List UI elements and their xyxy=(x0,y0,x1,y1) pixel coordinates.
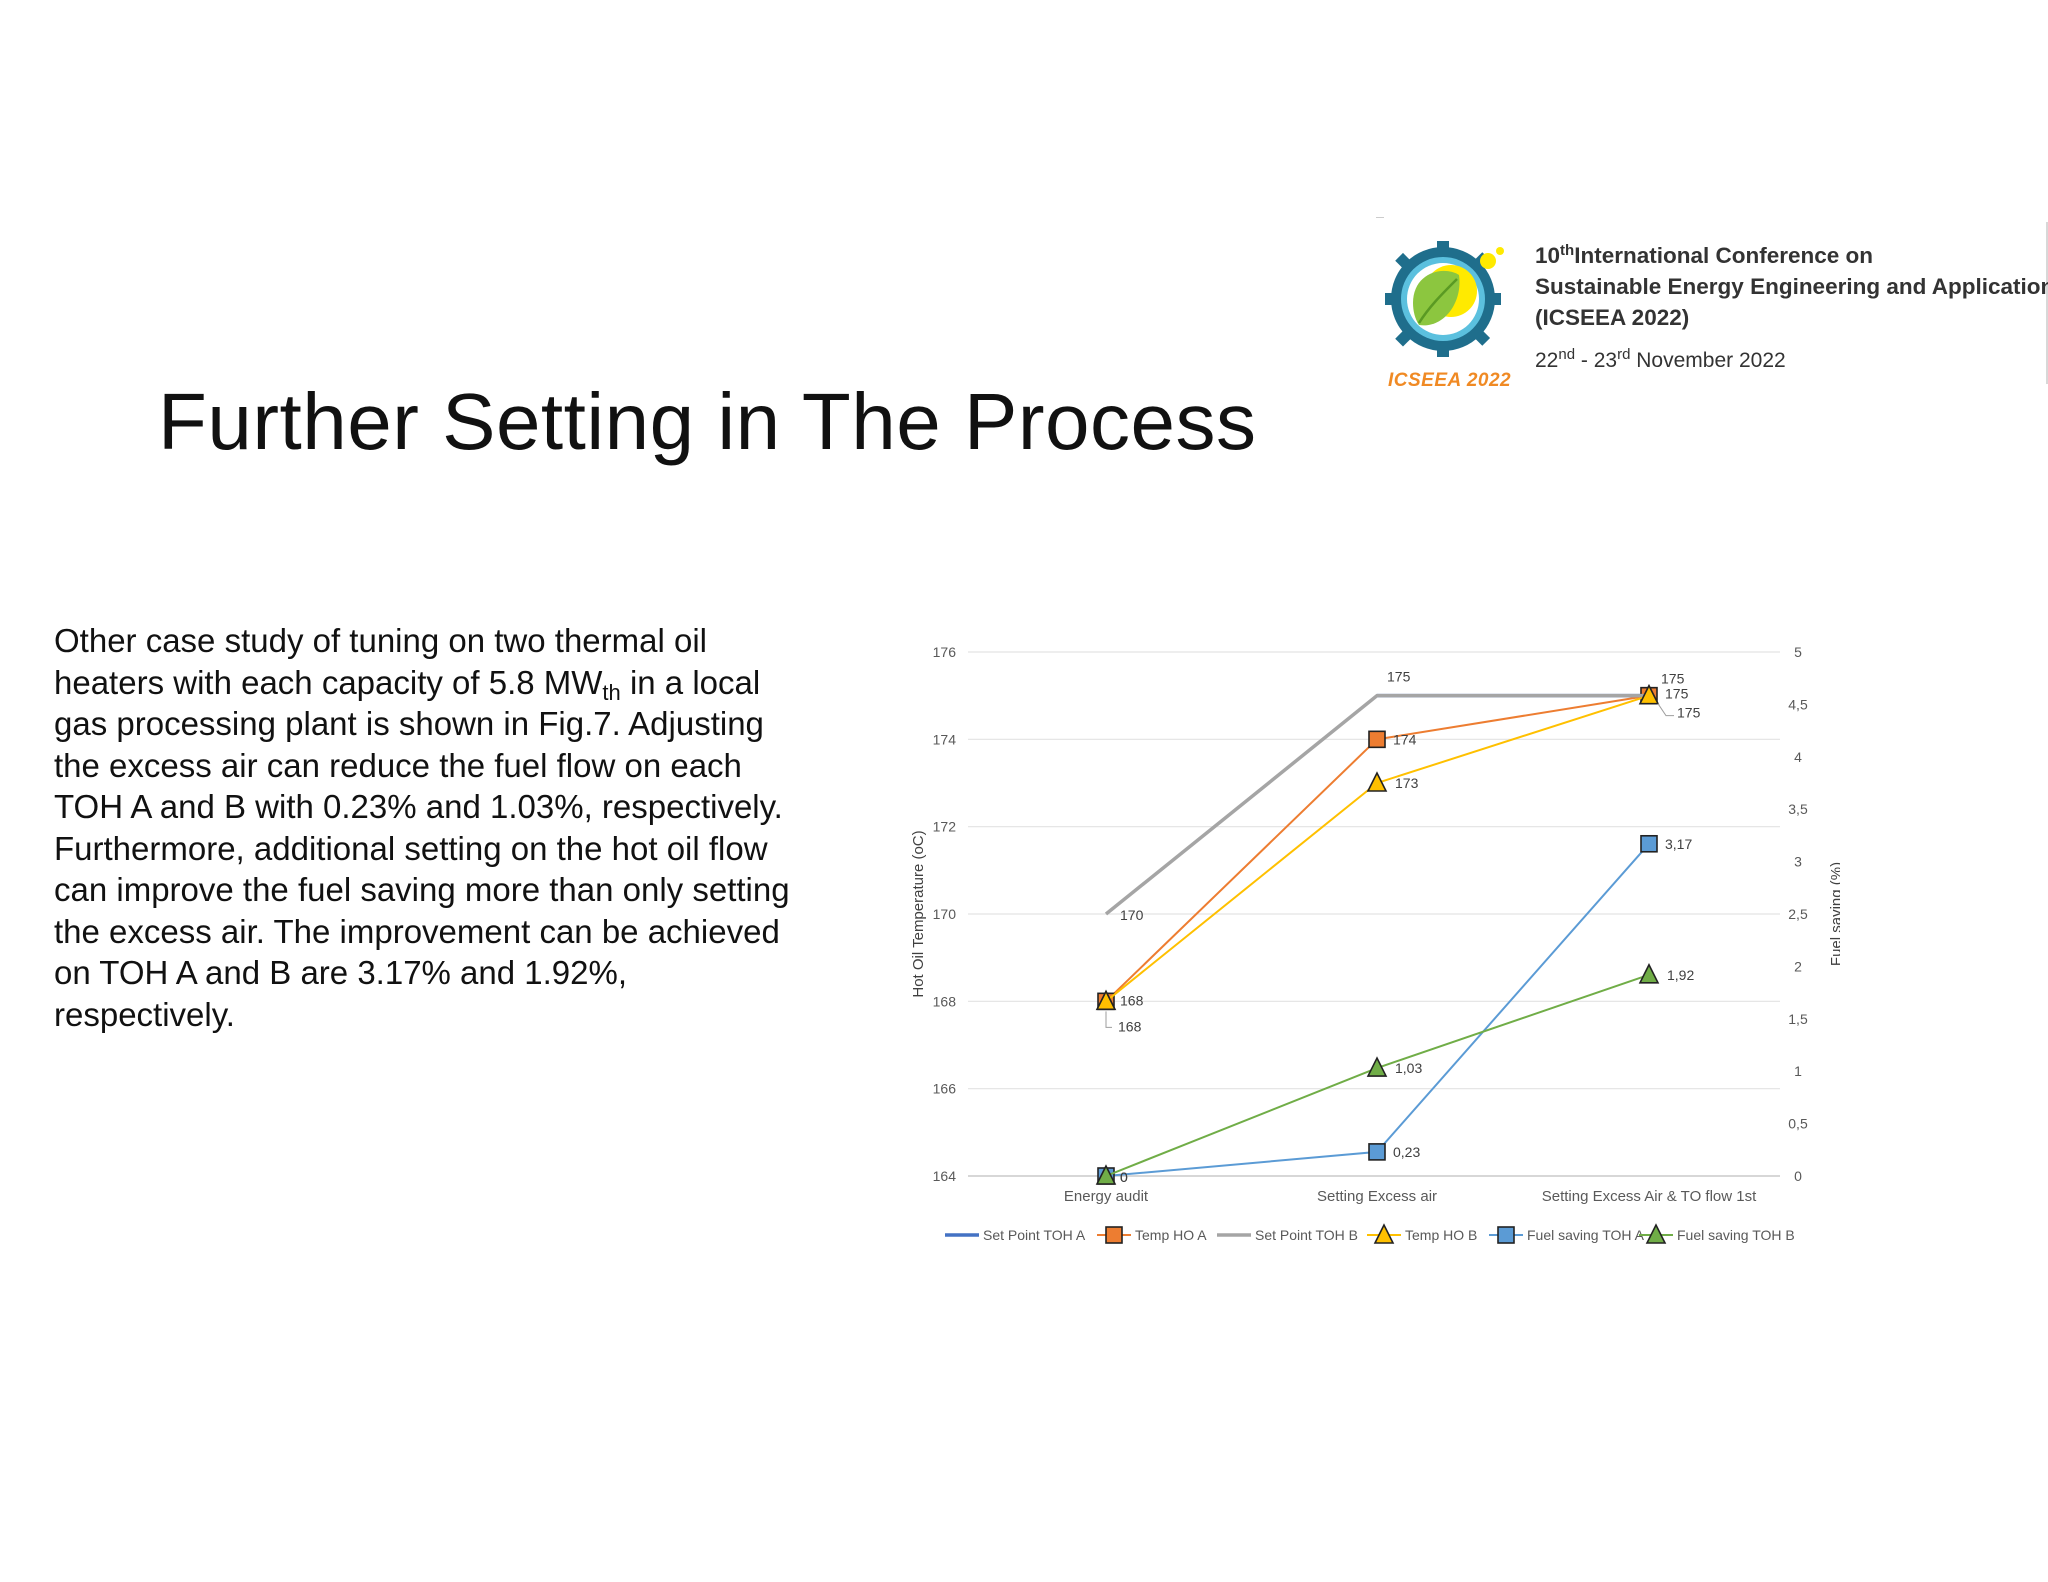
series-line xyxy=(1104,693,1649,916)
data-label: 168 xyxy=(1118,1018,1142,1034)
y-tick-label: 170 xyxy=(933,906,957,922)
data-label: 1,92 xyxy=(1667,967,1694,983)
data-label: 0,23 xyxy=(1393,1144,1420,1160)
conference-line-2: Sustainable Energy Engineering and Appli… xyxy=(1535,274,2048,299)
y2-tick-label: 1 xyxy=(1794,1063,1802,1079)
body-text-2: in a local gas processing plant is shown… xyxy=(54,663,790,1033)
conference-ordinal: 10 xyxy=(1535,243,1561,268)
data-label: 170 xyxy=(1120,907,1144,923)
conference-line-1: 10thInternational Conference on xyxy=(1535,240,2048,271)
data-label: 175 xyxy=(1665,686,1689,702)
data-label: 175 xyxy=(1661,671,1685,687)
date-suffix-2: rd xyxy=(1617,346,1631,363)
data-point xyxy=(1638,962,1660,984)
data-point xyxy=(1638,683,1660,705)
leaf-sun-icon xyxy=(1413,265,1477,326)
data-label: 0 xyxy=(1120,1169,1128,1185)
conference-dates: 22nd - 23rd November 2022 xyxy=(1535,345,2048,376)
conference-logo xyxy=(1385,241,1504,357)
header-side-rule xyxy=(2046,222,2048,384)
y2-tick-label: 3,5 xyxy=(1788,801,1808,817)
legend-marker xyxy=(1497,1226,1515,1244)
data-label: 0 xyxy=(1120,1169,1128,1185)
series-line xyxy=(1105,843,1650,1177)
y2-tick-label: 2 xyxy=(1794,958,1802,974)
y2-axis-title: Fuel saving (%) xyxy=(1828,862,1840,966)
date-day-1: 22 xyxy=(1535,349,1559,372)
line-chart: 164 166 168 170 172 174 176 0 0,5 1 1,5 2 2,5 3 3,5 4 4,… xyxy=(910,644,1840,1244)
sun-dot-icon xyxy=(1496,247,1504,255)
header-rule xyxy=(1376,217,1384,218)
data-point xyxy=(1640,834,1658,853)
y2-tick-label: 3 xyxy=(1794,854,1802,870)
y-tick-label: 166 xyxy=(933,1081,957,1097)
body-text-1: Other case study of tuning on two therma… xyxy=(54,622,708,701)
data-point xyxy=(1368,1143,1386,1161)
y2-tick-label: 0 xyxy=(1794,1168,1802,1184)
legend-marker xyxy=(1373,1223,1395,1244)
x-tick-label: Energy audit xyxy=(1064,1188,1149,1205)
legend-label: Set Point TOH B xyxy=(1255,1227,1358,1243)
y-tick-label: 168 xyxy=(933,993,957,1009)
legend-label: Fuel saving TOH A xyxy=(1527,1227,1645,1243)
legend-label: Fuel saving TOH B xyxy=(1677,1227,1795,1243)
data-label: 175 xyxy=(1677,705,1701,721)
data-label: 174 xyxy=(1393,731,1417,747)
conference-info: 10thInternational Conference on Sustaina… xyxy=(1535,240,2048,376)
data-point xyxy=(1095,989,1117,1011)
y-tick-label: 174 xyxy=(933,731,957,747)
date-day-2: - 23 xyxy=(1575,349,1618,372)
y2-tick-label: 0,5 xyxy=(1788,1116,1808,1132)
y2-tick-label: 4 xyxy=(1794,749,1802,765)
date-month-year: November 2022 xyxy=(1630,349,1786,372)
x-tick-label: Setting Excess Air & TO flow 1st xyxy=(1542,1188,1757,1205)
legend-label: Temp HO B xyxy=(1405,1227,1477,1243)
data-point xyxy=(1368,730,1386,749)
body-paragraph: Other case study of tuning on two therma… xyxy=(54,620,794,1035)
logo-caption: ICSEEA 2022 xyxy=(1388,370,1512,391)
data-label: 173 xyxy=(1395,775,1419,791)
data-label: 3,17 xyxy=(1665,836,1692,852)
legend-marker xyxy=(1645,1223,1667,1244)
y2-tick-label: 1,5 xyxy=(1788,1011,1808,1027)
y-axis-title: Hot Oil Temperature (oC) xyxy=(910,830,927,997)
y-tick-label: 172 xyxy=(933,819,957,835)
y2-tick-label: 2,5 xyxy=(1788,906,1808,922)
data-label: 168 xyxy=(1120,992,1144,1008)
data-point xyxy=(1095,1164,1117,1185)
legend-marker xyxy=(1105,1226,1123,1244)
conference-name-start: International Conference on xyxy=(1574,243,1873,268)
date-suffix-1: nd xyxy=(1558,346,1576,363)
data-point xyxy=(1366,771,1388,792)
data-point xyxy=(1366,1056,1388,1077)
y2-tick-label: 5 xyxy=(1794,644,1802,660)
legend-label: Temp HO A xyxy=(1135,1227,1207,1243)
conference-line-3: (ICSEEA 2022) xyxy=(1535,305,1690,330)
y2-tick-label: 4,5 xyxy=(1788,696,1808,712)
x-tick-label: Setting Excess air xyxy=(1317,1188,1437,1205)
label-leader xyxy=(1657,703,1674,717)
conference-ordinal-suffix: th xyxy=(1560,242,1575,259)
y-tick-label: 176 xyxy=(933,644,957,660)
y-tick-label: 164 xyxy=(933,1168,957,1184)
data-label: 175 xyxy=(1387,669,1411,685)
legend-label: Set Point TOH A xyxy=(983,1227,1086,1243)
label-leader xyxy=(1105,1011,1112,1028)
slide-title: Further Setting in The Process xyxy=(158,376,1257,466)
sun-dot-icon xyxy=(1480,253,1496,269)
data-label: 1,03 xyxy=(1395,1060,1422,1076)
body-subscript: th xyxy=(602,679,621,705)
